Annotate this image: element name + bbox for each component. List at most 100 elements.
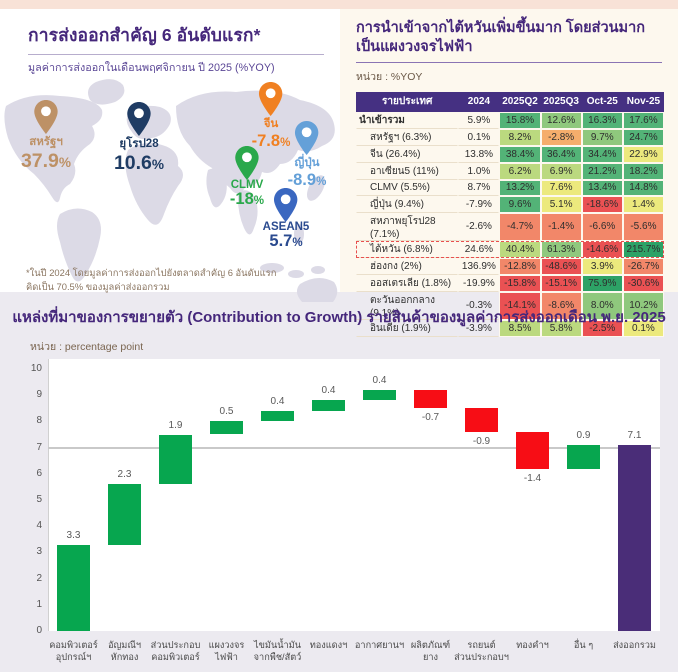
country-label: จีน (26.4%) bbox=[356, 146, 459, 163]
heatmap-cell: 8.2% bbox=[499, 128, 541, 146]
value-2024: 24.6% bbox=[458, 241, 500, 258]
y-tick-label: 8 bbox=[36, 415, 42, 427]
heatmap-cell: 18.2% bbox=[622, 162, 664, 180]
heatmap-cell: 21.2% bbox=[581, 162, 623, 180]
waterfall-bar-inc bbox=[261, 410, 294, 422]
market-growth-value: -18% bbox=[229, 190, 265, 208]
market-growth-value: -8.9% bbox=[287, 171, 327, 189]
country-label: นำเข้ารวม bbox=[356, 112, 459, 129]
heatmap-cell: 0.1% bbox=[622, 319, 664, 337]
heatmap-cell: -5.6% bbox=[622, 212, 664, 241]
reference-gridline bbox=[48, 446, 660, 449]
bar-value-label: 0.9 bbox=[576, 429, 591, 441]
x-category-label: ไขมันน้ำมัน จากพืช/สัตว์ bbox=[253, 640, 302, 663]
exports-footnote: *ในปี 2024 โดยมูลค่าการส่งออกไปยังตลาดสำ… bbox=[26, 267, 277, 293]
market-growth-value: 5.7% bbox=[269, 232, 303, 250]
heatmap-cell: 24.7% bbox=[622, 128, 664, 146]
y-tick-label: 5 bbox=[36, 494, 42, 505]
column-header: Nov-25 bbox=[622, 91, 664, 112]
waterfall-bar-inc bbox=[567, 444, 600, 469]
country-label: สหรัฐฯ (6.3%) bbox=[356, 129, 459, 146]
table-row: ออสเตรเลีย (1.8%) -19.9% -15.8% -15.1% 75.9%… bbox=[356, 274, 664, 292]
x-category-label: ทองคำฯ bbox=[516, 640, 549, 650]
market-name: CLMV bbox=[230, 179, 264, 191]
market-name: จีน bbox=[263, 118, 279, 130]
table-row: ไต้หวัน (6.8%) 24.6% 40.4% 61.3% -14.6% 215.7… bbox=[356, 240, 664, 258]
value-2024: -2.6% bbox=[458, 213, 500, 241]
heatmap-cell: 7.6% bbox=[540, 179, 582, 196]
market-name: สหรัฐฯ bbox=[29, 136, 63, 148]
market-growth-value: -7.8% bbox=[251, 132, 291, 150]
heatmap-cell: -2.8% bbox=[540, 128, 582, 146]
heatmap-cell: 215.7% bbox=[622, 240, 664, 258]
table-row: อินเดีย (1.9%) -3.9% 8.5% 5.8% -2.5% 0.1% bbox=[356, 319, 664, 337]
heatmap-cell: 9.6% bbox=[499, 195, 541, 213]
value-2024: 13.8% bbox=[458, 146, 500, 163]
bar-value-label: 0.4 bbox=[372, 374, 387, 386]
table-row: จีน (26.4%) 13.8% 38.4% 36.4% 34.4% 22.9% bbox=[356, 145, 664, 163]
map-pin-ASEAN5: ASEAN5 5.7% bbox=[262, 188, 310, 250]
column-header: 2024 bbox=[458, 91, 500, 112]
bar-value-label: 3.3 bbox=[66, 529, 81, 541]
country-label: ญี่ปุ่น (9.4%) bbox=[356, 196, 459, 213]
column-header: Oct-25 bbox=[581, 91, 623, 112]
contribution-chart-section: แหล่งที่มาของการขยายตัว (Contribution to… bbox=[0, 292, 678, 672]
bar-value-label: 0.4 bbox=[270, 395, 285, 407]
country-label: CLMV (5.5%) bbox=[356, 180, 459, 196]
value-2024: 8.7% bbox=[458, 180, 500, 196]
heatmap-cell: 5.1% bbox=[540, 195, 582, 213]
heatmap-cell: -15.1% bbox=[540, 274, 582, 292]
heatmap-cell: -2.5% bbox=[581, 319, 623, 337]
heatmap-cell: 9.7% bbox=[581, 128, 623, 146]
map-pin-ญี่ปุ่น: ญี่ปุ่น -8.9% bbox=[287, 121, 327, 189]
waterfall-chart: 0 1 2 3 4 5 6 7 8 9 10 3.3 คอมพิวเตอร์ อุปกรณ์ฯ 2.3 อั… bbox=[14, 359, 668, 672]
heatmap-cell: 6.9% bbox=[540, 162, 582, 180]
table-row: CLMV (5.5%) 8.7% 13.2% 7.6% 13.4% 14.8% bbox=[356, 179, 664, 196]
country-label: อาเซียน5 (11%) bbox=[356, 163, 459, 180]
table-row: อาเซียน5 (11%) 1.0% 6.2% 6.9% 21.2% 18.2% bbox=[356, 162, 664, 180]
location-pin-icon bbox=[127, 102, 151, 136]
table-header-row: รายประเทศ 2024 2025Q2 2025Q3 Oct-25 Nov-25 bbox=[356, 91, 664, 112]
heatmap-cell: -6.6% bbox=[581, 212, 623, 241]
exports-panel-title: การส่งออกสำคัญ 6 อันดับแรก* bbox=[28, 25, 261, 45]
x-category-label: ทองแดงฯ bbox=[309, 640, 348, 650]
waterfall-bar-dec bbox=[414, 389, 447, 409]
market-name: ASEAN5 bbox=[262, 221, 310, 233]
waterfall-bar-inc bbox=[363, 389, 396, 401]
country-label: สหภาพยุโรป28 (7.1%) bbox=[356, 213, 459, 241]
waterfall-bar-dec bbox=[516, 431, 549, 469]
y-tick-label: 6 bbox=[36, 467, 42, 479]
column-header: 2025Q2 bbox=[499, 91, 541, 112]
table-row: สหรัฐฯ (6.3%) 0.1% 8.2% -2.8% 9.7% 24.7% bbox=[356, 128, 664, 146]
world-map: สหรัฐฯ 37.9% ยุโรป28 10.6% จีน -7.8% ญี่ปุ่น -8… bbox=[0, 76, 340, 302]
plot-area bbox=[48, 359, 660, 631]
value-2024: -0.3% bbox=[458, 292, 500, 320]
heatmap-cell: 6.2% bbox=[499, 162, 541, 180]
y-tick-label: 2 bbox=[36, 572, 42, 584]
value-2024: -7.9% bbox=[458, 196, 500, 213]
title-divider bbox=[356, 61, 662, 63]
heatmap-cell: 15.8% bbox=[499, 111, 541, 129]
waterfall-bar-dec bbox=[465, 408, 498, 432]
country-label: ฮ่องกง (2%) bbox=[356, 258, 459, 275]
heatmap-cell: -4.7% bbox=[499, 212, 541, 241]
x-category-label: ส่วนประกอบ คอมพิวเตอร์ bbox=[150, 640, 201, 663]
heatmap-cell: 8.0% bbox=[581, 291, 623, 320]
exports-panel-header: การส่งออกสำคัญ 6 อันดับแรก* มูลค่าการส่ง… bbox=[0, 9, 340, 76]
country-label: ตะวันออกกลาง (9.1%) bbox=[356, 292, 459, 320]
top-accent-strip bbox=[0, 0, 678, 9]
x-category-label: ผลิตภัณฑ์ ยาง bbox=[410, 640, 451, 663]
heatmap-cell: -48.6% bbox=[540, 257, 582, 275]
waterfall-bar-inc bbox=[159, 434, 192, 485]
waterfall-bar-total bbox=[618, 444, 651, 631]
x-category-label: คอมพิวเตอร์ อุปกรณ์ฯ bbox=[49, 640, 98, 663]
map-pin-ยุโรป28: ยุโรป28 10.6% bbox=[114, 102, 164, 173]
top-section: การส่งออกสำคัญ 6 อันดับแรก* มูลค่าการส่ง… bbox=[0, 9, 678, 337]
heatmap-cell: 36.4% bbox=[540, 145, 582, 163]
market-growth-value: 37.9% bbox=[20, 150, 72, 172]
table-row: ตะวันออกกลาง (9.1%) -0.3% -14.1% -8.6% 8.0% 1… bbox=[356, 291, 664, 320]
x-category-label: ส่งออกรวม bbox=[613, 640, 656, 650]
market-name: ยุโรป28 bbox=[119, 138, 159, 150]
x-category-label: อื่น ๆ bbox=[573, 640, 594, 650]
heatmap-cell: -1.4% bbox=[540, 212, 582, 241]
